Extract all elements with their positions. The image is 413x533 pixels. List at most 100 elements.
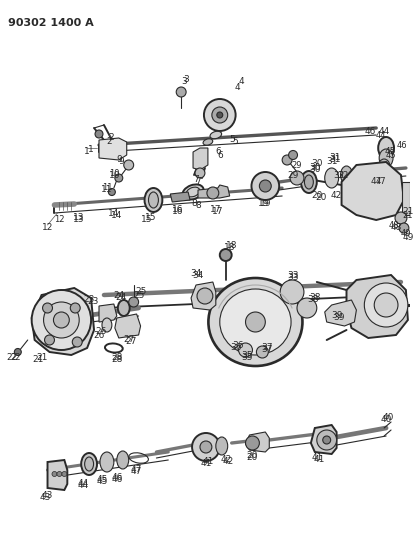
Polygon shape [245, 432, 268, 452]
Circle shape [95, 130, 103, 138]
Circle shape [280, 280, 303, 304]
Text: 17: 17 [209, 206, 221, 214]
Text: 42: 42 [330, 190, 342, 199]
Text: 28: 28 [111, 356, 122, 365]
Circle shape [123, 160, 133, 170]
Text: 13: 13 [73, 214, 85, 222]
Ellipse shape [209, 131, 221, 139]
Text: 44: 44 [377, 127, 389, 136]
Text: 14: 14 [111, 211, 122, 220]
Text: 11: 11 [101, 185, 112, 195]
Circle shape [259, 180, 271, 192]
Text: 40: 40 [380, 416, 391, 424]
Text: 17: 17 [211, 207, 223, 216]
Text: 27: 27 [125, 337, 136, 346]
Polygon shape [99, 304, 116, 322]
Text: 2: 2 [106, 138, 112, 147]
Text: 44: 44 [77, 481, 88, 489]
Circle shape [245, 436, 259, 450]
Ellipse shape [377, 159, 389, 175]
Circle shape [32, 290, 91, 350]
Text: 41: 41 [310, 454, 322, 463]
Circle shape [72, 337, 82, 347]
Ellipse shape [118, 300, 129, 316]
Circle shape [296, 298, 316, 318]
Ellipse shape [219, 289, 290, 355]
Ellipse shape [116, 451, 128, 469]
Text: 23: 23 [83, 295, 95, 304]
Text: 21: 21 [401, 207, 413, 216]
Text: 31: 31 [325, 157, 337, 166]
Text: 49: 49 [401, 233, 413, 243]
Text: 90302 1400 A: 90302 1400 A [8, 18, 93, 28]
Text: 20: 20 [310, 191, 322, 200]
Polygon shape [47, 460, 67, 490]
Text: 38: 38 [306, 295, 318, 304]
Text: 10: 10 [108, 169, 119, 179]
Ellipse shape [245, 312, 265, 332]
Text: 6: 6 [214, 148, 220, 157]
Ellipse shape [378, 149, 392, 167]
Ellipse shape [100, 452, 114, 472]
Text: 22: 22 [11, 353, 21, 362]
Text: 11: 11 [102, 183, 112, 192]
Text: 33: 33 [287, 273, 298, 282]
Text: 28: 28 [111, 353, 122, 362]
Text: 46: 46 [111, 474, 122, 483]
Text: 23: 23 [87, 297, 99, 306]
Text: 12: 12 [42, 223, 53, 232]
Text: 46: 46 [396, 141, 406, 149]
Polygon shape [192, 148, 207, 170]
Text: 20: 20 [246, 453, 258, 462]
Text: 3: 3 [183, 76, 189, 85]
Ellipse shape [208, 278, 302, 366]
Text: 25: 25 [133, 292, 144, 301]
Text: 1: 1 [88, 146, 94, 155]
Text: 7: 7 [193, 175, 198, 184]
Ellipse shape [182, 184, 203, 199]
Text: 21: 21 [402, 211, 412, 220]
Text: 46: 46 [364, 127, 375, 136]
Text: 34: 34 [190, 269, 201, 278]
Text: 14: 14 [108, 209, 119, 219]
Text: 35: 35 [241, 351, 253, 359]
Text: 41: 41 [202, 457, 213, 466]
Text: 30: 30 [310, 159, 322, 168]
Circle shape [62, 472, 66, 477]
Text: 43: 43 [40, 492, 51, 502]
Polygon shape [191, 282, 215, 310]
Text: 26: 26 [93, 330, 104, 340]
Ellipse shape [300, 171, 316, 193]
Text: 9: 9 [118, 157, 123, 166]
Text: 4: 4 [234, 84, 240, 93]
Text: 48: 48 [388, 221, 399, 230]
Ellipse shape [324, 168, 338, 188]
Circle shape [176, 87, 186, 97]
Text: 45: 45 [96, 478, 107, 487]
Ellipse shape [84, 457, 93, 471]
Ellipse shape [202, 139, 212, 145]
Text: 47: 47 [131, 465, 142, 474]
Circle shape [251, 172, 278, 200]
Circle shape [43, 303, 52, 313]
Circle shape [363, 283, 407, 327]
Ellipse shape [377, 137, 393, 159]
Circle shape [108, 189, 115, 196]
Polygon shape [310, 425, 336, 454]
Text: 24: 24 [115, 294, 126, 303]
Text: 4: 4 [238, 77, 244, 86]
Text: 27: 27 [123, 335, 134, 344]
Text: 7: 7 [195, 177, 200, 187]
Circle shape [197, 288, 212, 304]
Text: 12: 12 [54, 215, 64, 224]
Text: 24: 24 [113, 290, 124, 300]
Text: 47: 47 [375, 177, 385, 187]
Text: 8: 8 [191, 198, 197, 207]
Text: 46: 46 [111, 472, 122, 481]
Circle shape [238, 343, 252, 357]
Text: 39: 39 [332, 313, 344, 322]
Circle shape [53, 312, 69, 328]
Text: 21: 21 [36, 353, 47, 362]
Text: 41: 41 [312, 456, 324, 464]
Polygon shape [32, 288, 94, 355]
